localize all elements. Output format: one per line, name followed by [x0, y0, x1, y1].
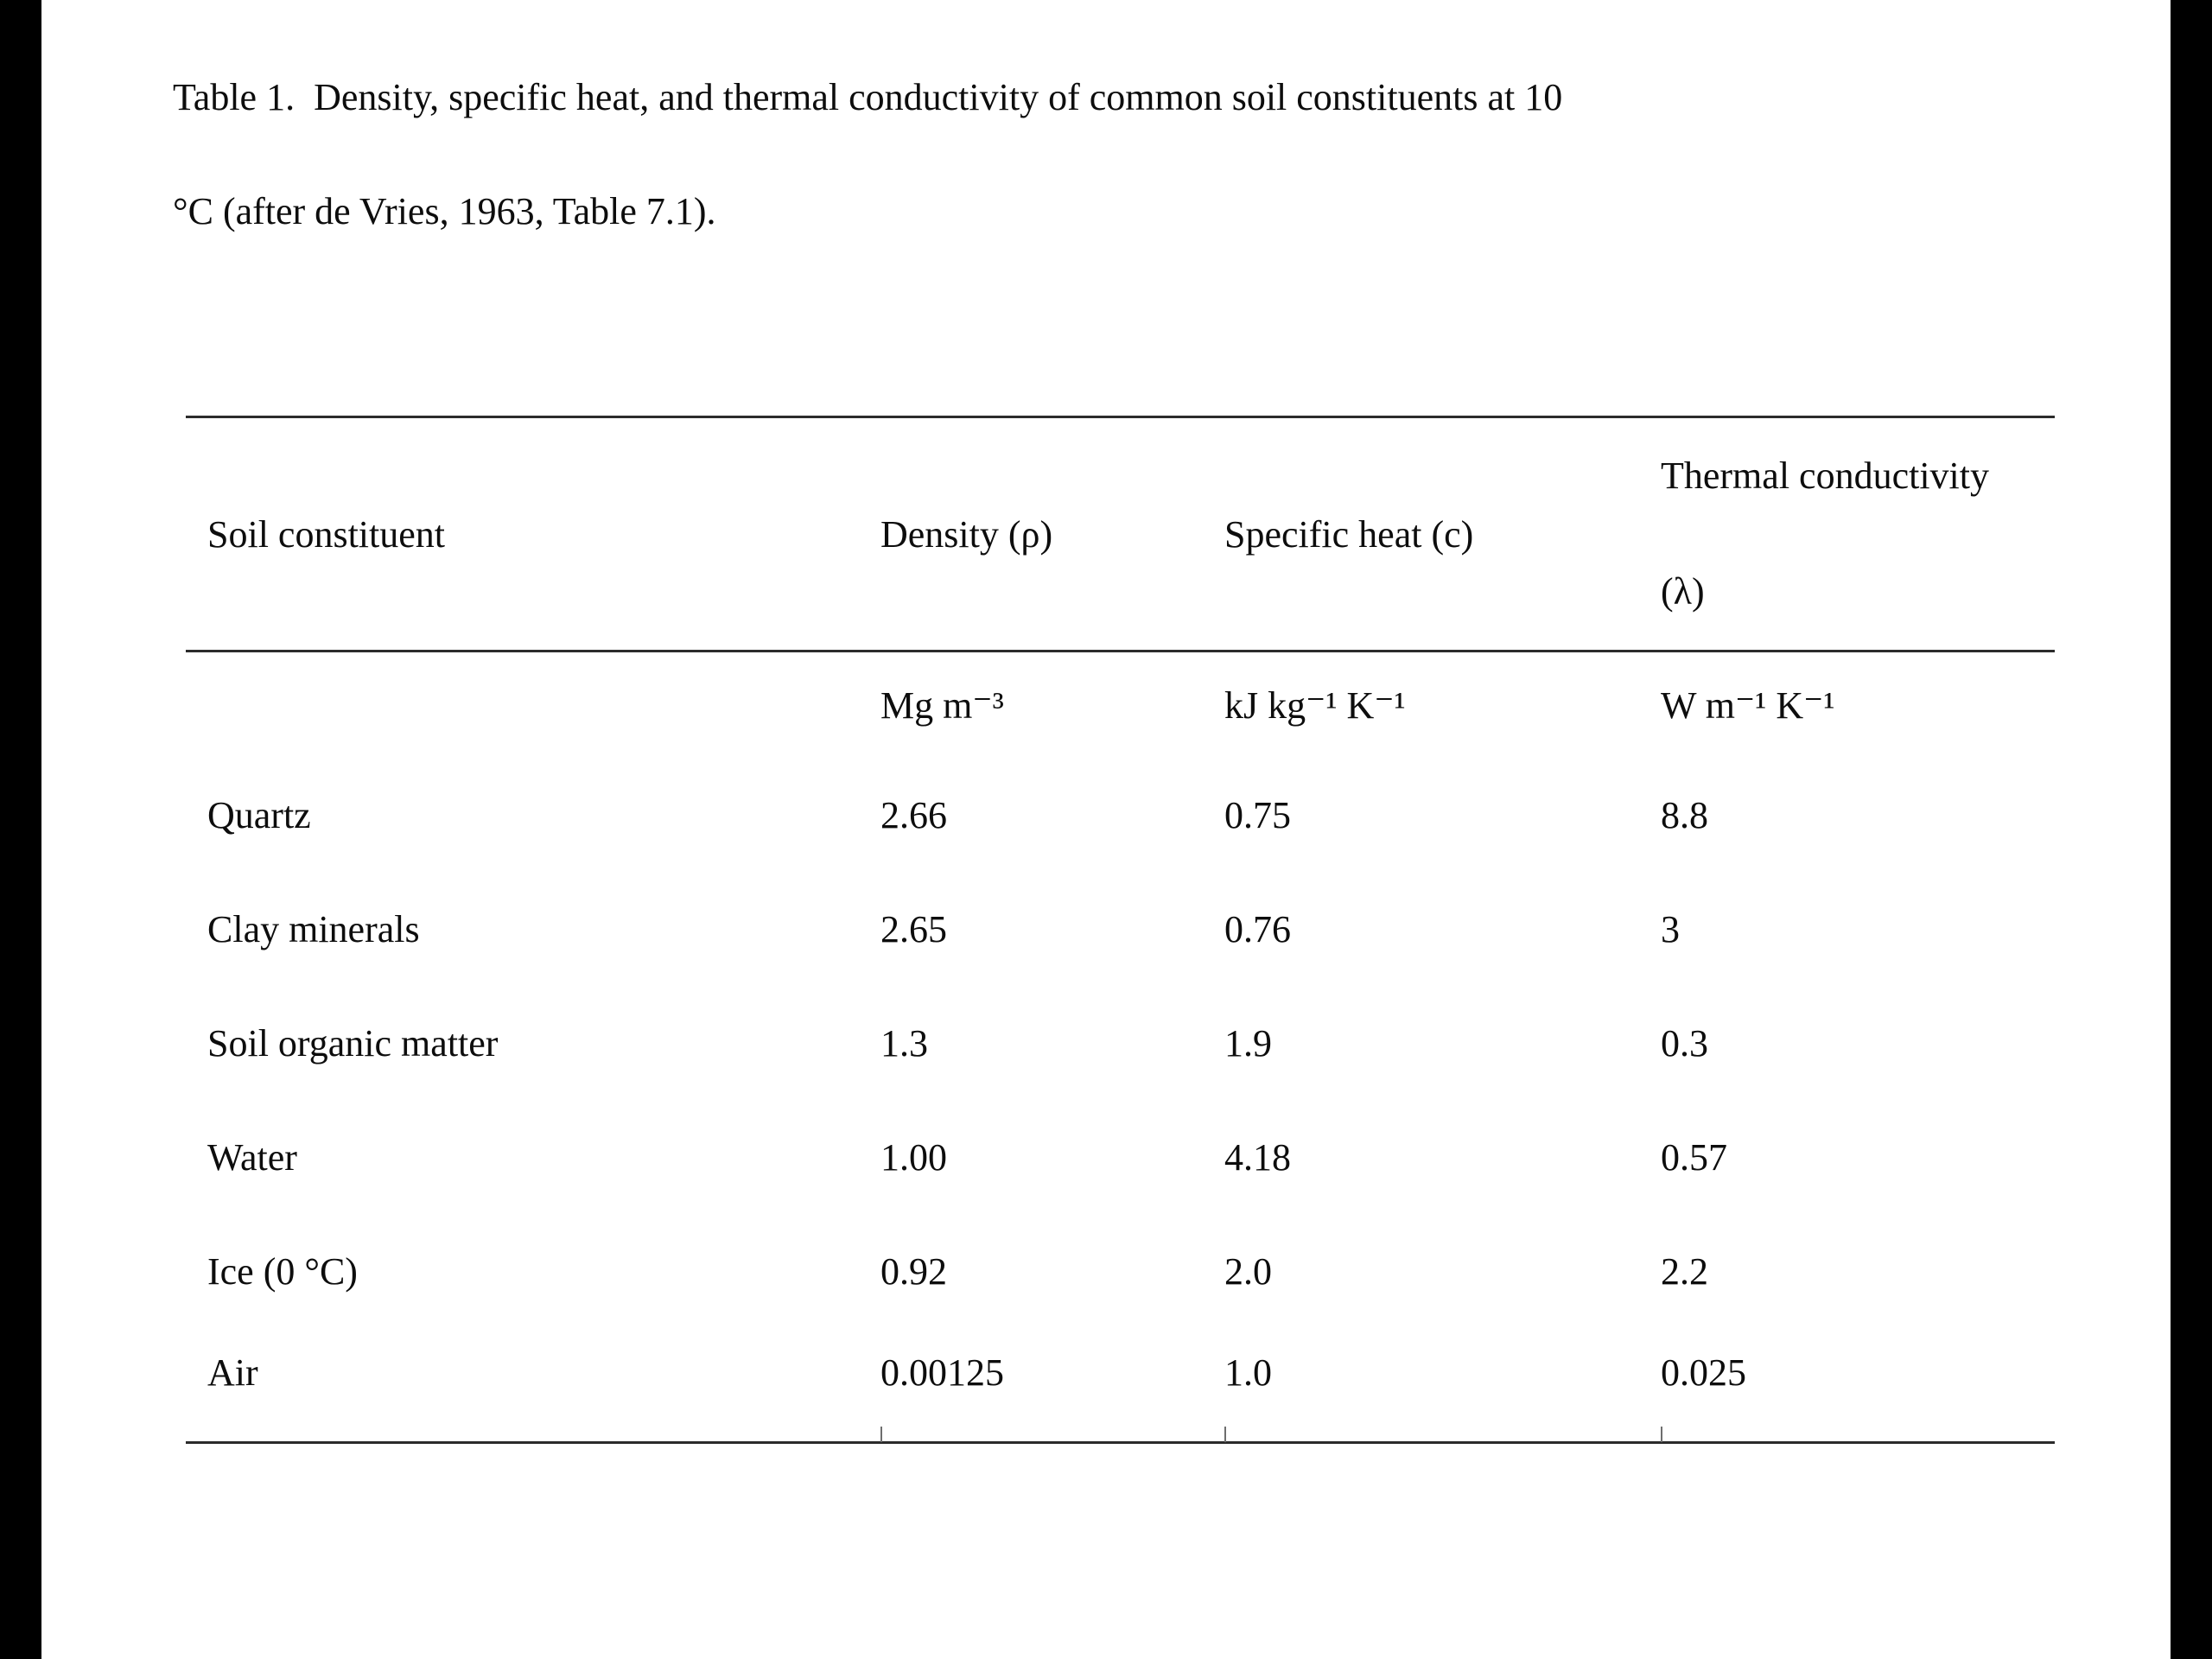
- table-row-ice: Ice (0 °C) 0.92 2.0 2.2: [186, 1215, 2055, 1329]
- cell-density: 2.66: [880, 794, 947, 836]
- caption-line-2: °C (after de Vries, 1963, Table 7.1).: [173, 190, 716, 232]
- cell-constituent: Quartz: [207, 794, 311, 836]
- cell-density: 1.3: [880, 1022, 928, 1065]
- column-header-density: Density (ρ): [880, 416, 1224, 652]
- cell-specific-heat: 4.18: [1224, 1136, 1291, 1179]
- cell-thermal-conductivity: 2.2: [1661, 1250, 1708, 1293]
- column-header-thermal-conductivity: Thermal conductivity (λ): [1661, 416, 2055, 652]
- column-header-specific-heat: Specific heat (c): [1224, 416, 1661, 652]
- cell-density: 0.00125: [880, 1351, 1004, 1395]
- cell-constituent: Air: [207, 1351, 258, 1395]
- cell-constituent: Water: [207, 1136, 297, 1179]
- soil-constituents-table: Soil constituent Density (ρ) Specific he…: [186, 416, 2055, 1444]
- cell-thermal-conductivity: 8.8: [1661, 794, 1708, 836]
- cell-constituent: Soil organic matter: [207, 1022, 499, 1065]
- cell-density: 0.92: [880, 1250, 947, 1293]
- column-divider-tick: [1224, 1427, 1226, 1442]
- units-cell-thermal-conductivity: W m⁻¹ K⁻¹: [1661, 683, 1835, 727]
- table-caption: Table 1. Density, specific heat, and the…: [173, 41, 2212, 269]
- table-container: Soil constituent Density (ρ) Specific he…: [186, 416, 2055, 1444]
- cell-specific-heat: 2.0: [1224, 1250, 1272, 1293]
- cell-specific-heat: 1.0: [1224, 1351, 1272, 1395]
- cell-constituent: Clay minerals: [207, 908, 420, 950]
- table-header-row: Soil constituent Density (ρ) Specific he…: [186, 416, 2055, 652]
- cell-specific-heat: 0.76: [1224, 908, 1291, 950]
- cell-specific-heat: 1.9: [1224, 1022, 1272, 1065]
- column-header-soil-constituent: Soil constituent: [186, 416, 880, 652]
- cell-density: 2.65: [880, 908, 947, 950]
- cell-thermal-conductivity: 0.025: [1661, 1351, 1746, 1395]
- table-row-clay-minerals: Clay minerals 2.65 0.76 3: [186, 873, 2055, 987]
- left-letterbox-bar: [0, 0, 41, 1659]
- units-cell-specific-heat: kJ kg⁻¹ K⁻¹: [1224, 683, 1406, 727]
- units-cell-density: Mg m⁻³: [880, 683, 1004, 727]
- cell-thermal-conductivity: 0.57: [1661, 1136, 1727, 1179]
- column-divider-tick: [1661, 1427, 1662, 1442]
- table-units-row: Mg m⁻³ kJ kg⁻¹ K⁻¹ W m⁻¹ K⁻¹: [186, 652, 2055, 759]
- cell-thermal-conductivity: 3: [1661, 908, 1680, 950]
- right-letterbox-bar: [2171, 0, 2212, 1659]
- table-row-soil-organic-matter: Soil organic matter 1.3 1.9 0.3: [186, 987, 2055, 1101]
- table-row-air: Air 0.00125 1.0 0.025: [186, 1329, 2055, 1443]
- cell-specific-heat: 0.75: [1224, 794, 1291, 836]
- cell-constituent: Ice (0 °C): [207, 1250, 358, 1293]
- units-cell-empty: [186, 652, 880, 759]
- cell-thermal-conductivity: 0.3: [1661, 1022, 1708, 1065]
- column-divider-tick: [880, 1427, 882, 1442]
- table-row-water: Water 1.00 4.18 0.57: [186, 1101, 2055, 1215]
- cell-density: 1.00: [880, 1136, 947, 1179]
- caption-line-1: Table 1. Density, specific heat, and the…: [173, 76, 1563, 118]
- table-row-quartz: Quartz 2.66 0.75 8.8: [186, 759, 2055, 873]
